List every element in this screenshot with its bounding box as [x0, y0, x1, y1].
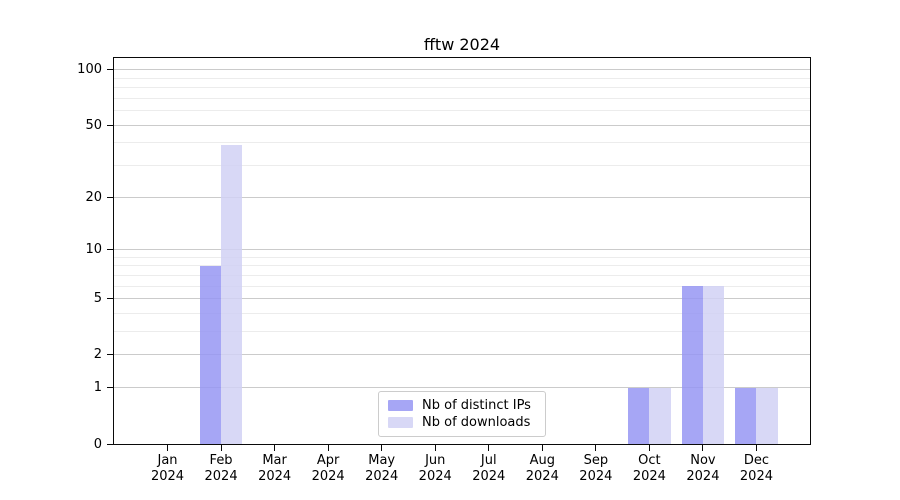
x-tick-mark-dec-2024 — [755, 445, 757, 451]
major-gridline-2 — [114, 354, 810, 356]
y-tick-mark-20 — [107, 196, 114, 198]
bar-distinct-ips-dec-2024 — [735, 387, 757, 444]
bar-distinct-ips-oct-2024 — [627, 387, 650, 444]
bar-downloads-feb-2024 — [221, 145, 243, 444]
x-tick-mark-mar-2024 — [274, 445, 276, 451]
minor-gridline-7 — [114, 274, 810, 276]
plot-inner — [114, 58, 810, 444]
bar-distinct-ips-nov-2024 — [681, 286, 703, 444]
minor-gridline-60 — [114, 110, 810, 112]
chart-title: fftw 2024 — [423, 35, 501, 54]
y-tick-mark-100 — [107, 69, 114, 71]
major-gridline-50 — [114, 124, 810, 126]
y-tick-label-100: 100 — [77, 62, 102, 78]
x-tick-label-mar-2024: Mar 2024 — [258, 453, 292, 484]
x-tick-label-sep-2024: Sep 2024 — [579, 453, 613, 484]
x-tick-mark-oct-2024 — [648, 445, 650, 451]
legend-label-downloads: Nb of downloads — [422, 415, 531, 431]
legend-label-distinct-ips: Nb of distinct IPs — [422, 397, 531, 413]
bar-downloads-oct-2024 — [649, 387, 671, 444]
x-tick-mark-feb-2024 — [220, 445, 222, 451]
x-tick-label-nov-2024: Nov 2024 — [686, 453, 720, 484]
x-tick-label-dec-2024: Dec 2024 — [739, 453, 773, 484]
minor-gridline-4 — [114, 313, 810, 315]
major-gridline-1 — [114, 387, 810, 389]
major-gridline-100 — [114, 69, 810, 71]
x-tick-label-jan-2024: Jan 2024 — [150, 453, 185, 484]
x-tick-mark-jun-2024 — [434, 445, 436, 451]
y-tick-label-50: 50 — [85, 117, 102, 133]
bar-downloads-nov-2024 — [702, 286, 725, 444]
x-tick-label-feb-2024: Feb 2024 — [204, 453, 238, 484]
x-tick-mark-jul-2024 — [488, 445, 490, 451]
legend-item-distinct-ips: Nb of distinct IPs — [388, 398, 536, 413]
x-tick-label-oct-2024: Oct 2024 — [632, 453, 666, 484]
x-tick-label-jun-2024: Jun 2024 — [418, 453, 452, 484]
y-tick-mark-5 — [107, 298, 114, 300]
x-tick-label-aug-2024: Aug 2024 — [525, 453, 559, 484]
minor-gridline-6 — [114, 285, 810, 287]
plot-area — [113, 57, 811, 445]
x-tick-mark-may-2024 — [381, 445, 383, 451]
x-tick-label-apr-2024: Apr 2024 — [311, 453, 345, 484]
bar-downloads-dec-2024 — [756, 387, 778, 444]
x-tick-label-jul-2024: Jul 2024 — [472, 453, 506, 484]
minor-gridline-70 — [114, 97, 810, 99]
major-gridline-5 — [114, 298, 810, 300]
minor-gridline-80 — [114, 87, 810, 89]
y-tick-label-20: 20 — [85, 189, 102, 205]
minor-gridline-3 — [114, 331, 810, 333]
y-tick-mark-10 — [107, 249, 114, 251]
x-tick-mark-sep-2024 — [595, 445, 597, 451]
minor-gridline-30 — [114, 165, 810, 167]
x-tick-mark-nov-2024 — [702, 445, 704, 451]
major-gridline-10 — [114, 249, 810, 251]
x-tick-mark-aug-2024 — [541, 445, 543, 451]
bar-distinct-ips-feb-2024 — [199, 265, 222, 444]
x-tick-mark-jan-2024 — [167, 445, 169, 451]
legend: Nb of distinct IPs Nb of downloads — [378, 391, 546, 437]
minor-gridline-40 — [114, 142, 810, 144]
y-tick-mark-2 — [107, 354, 114, 356]
y-tick-mark-0 — [107, 443, 114, 445]
y-tick-label-5: 5 — [93, 291, 102, 307]
y-tick-label-2: 2 — [93, 347, 102, 363]
y-tick-mark-1 — [107, 387, 114, 389]
minor-gridline-9 — [114, 256, 810, 258]
y-tick-label-0: 0 — [93, 436, 102, 452]
x-tick-label-may-2024: May 2024 — [365, 453, 399, 484]
major-gridline-20 — [114, 196, 810, 198]
y-tick-label-1: 1 — [93, 380, 102, 396]
minor-gridline-90 — [114, 77, 810, 79]
legend-swatch-downloads — [388, 417, 413, 429]
legend-swatch-distinct-ips — [388, 399, 413, 411]
y-tick-mark-50 — [107, 124, 114, 126]
legend-item-downloads: Nb of downloads — [388, 415, 536, 430]
y-tick-label-10: 10 — [85, 242, 102, 258]
x-tick-mark-apr-2024 — [327, 445, 329, 451]
minor-gridline-8 — [114, 265, 810, 267]
